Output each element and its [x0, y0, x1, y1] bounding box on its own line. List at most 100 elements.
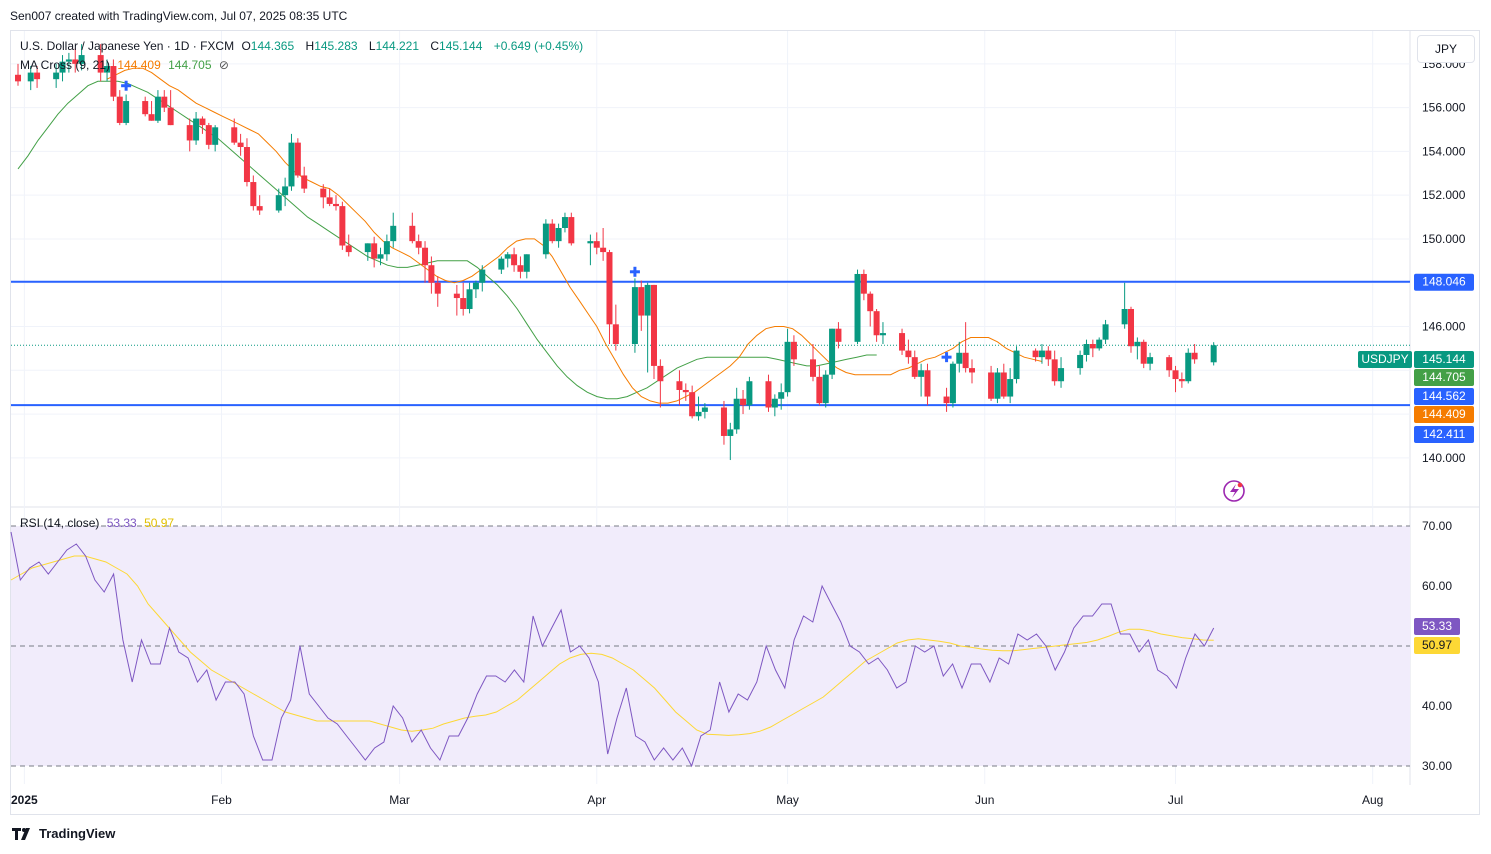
ma-fast-line: [106, 67, 1043, 404]
candle-body: [326, 197, 333, 204]
candle-body: [956, 352, 963, 364]
rsi-legend[interactable]: RSI (14, close) 53.33 50.97: [20, 516, 178, 530]
candle-body: [720, 407, 727, 436]
candle-body: [905, 350, 912, 358]
time-axis: 2025 Feb Mar Apr May Jun Jul Aug: [11, 793, 1383, 807]
candle-body: [97, 55, 104, 73]
symbol-legend[interactable]: U.S. Dollar / Japanese Yen · 1D · FXCM O…: [20, 39, 587, 53]
hide-eye-icon[interactable]: ⊘: [218, 58, 229, 72]
candle: [1210, 342, 1217, 366]
candle: [1172, 365, 1179, 393]
candle: [860, 269, 867, 301]
high-value: 145.283: [314, 39, 358, 53]
alert-dot: [1237, 482, 1243, 488]
chart-caption: Sen007 created with TradingView.com, Jul…: [10, 9, 348, 23]
candle-body: [154, 96, 161, 121]
price-tag-bg: [1414, 406, 1474, 423]
candle: [956, 341, 963, 373]
candle-body: [949, 363, 956, 404]
candle-body: [1089, 344, 1096, 349]
price-tag-bg: [1414, 388, 1474, 405]
candle: [275, 188, 282, 213]
candle-body: [555, 228, 562, 242]
candle-body: [657, 365, 664, 382]
candle-body: [275, 195, 282, 211]
candle-body: [472, 282, 479, 290]
tradingview-logo[interactable]: TradingView: [12, 826, 115, 841]
candle: [720, 400, 727, 445]
currency-button[interactable]: JPY: [1417, 35, 1475, 63]
candle: [1102, 319, 1109, 345]
candle: [1128, 306, 1134, 353]
candle: [237, 133, 244, 156]
candle-body: [1134, 341, 1141, 347]
price-tag: 144.409: [1414, 406, 1474, 423]
candles: [15, 44, 1217, 461]
candle-body: [116, 96, 123, 123]
ma-cross-marker: [941, 352, 952, 363]
price-tag: 144.705: [1414, 369, 1474, 386]
candle: [326, 188, 333, 207]
candle-body: [606, 252, 613, 325]
candle-body: [123, 101, 130, 123]
candle-body: [1096, 339, 1103, 349]
candle-body: [383, 241, 390, 255]
candle-body: [1178, 379, 1185, 382]
candle: [339, 201, 346, 250]
candle-body: [345, 245, 352, 253]
ma-label: MA Cross (9, 21): [20, 58, 111, 72]
candle: [790, 335, 797, 366]
candle-body: [320, 188, 327, 198]
candle-body: [466, 289, 473, 309]
candle: [364, 243, 371, 261]
candle-body: [288, 142, 295, 187]
candle-body: [733, 398, 740, 430]
candle: [1191, 344, 1198, 364]
candle: [422, 241, 429, 283]
price-tick-label: 150.000: [1422, 232, 1466, 246]
close-label: C: [430, 39, 440, 53]
candle-body: [899, 333, 906, 351]
candle: [1013, 346, 1020, 384]
candle: [148, 101, 155, 121]
candle-body: [561, 217, 568, 229]
candle: [549, 219, 556, 244]
candle-body: [765, 381, 772, 408]
candle-body: [1058, 368, 1065, 382]
candle-body: [428, 265, 435, 283]
rsi-value-tag: 50.97: [1414, 637, 1460, 654]
ma-legend[interactable]: MA Cross (9, 21) 144.409 144.705 ⊘: [20, 58, 233, 72]
open-label: O: [241, 39, 251, 53]
candle-body: [631, 287, 638, 345]
candle: [301, 166, 308, 193]
candle-body: [377, 254, 384, 259]
low-value: 144.221: [375, 39, 419, 53]
candle-body: [1083, 344, 1090, 355]
candle-body: [911, 357, 918, 377]
candle: [1077, 350, 1084, 375]
candle-body: [409, 225, 416, 242]
candle-body: [689, 392, 696, 417]
candle: [651, 284, 657, 380]
candle-body: [829, 328, 836, 375]
candle: [523, 254, 530, 279]
candle-body: [199, 118, 206, 126]
candle: [1007, 368, 1014, 404]
chart-frame: [10, 30, 1480, 815]
candle: [333, 195, 339, 211]
close-value: 145.144: [439, 39, 483, 53]
candle-body: [161, 96, 168, 108]
candle: [1134, 337, 1141, 360]
candle: [1096, 337, 1103, 351]
candle: [542, 219, 549, 259]
rsi-tag-value: 53.33: [1422, 619, 1452, 633]
candle-body: [1172, 370, 1179, 380]
candle: [294, 138, 301, 178]
candle-body: [701, 407, 708, 412]
candle: [1178, 372, 1185, 388]
candle-body: [212, 127, 219, 145]
candle-body: [542, 223, 549, 255]
candle-body: [1007, 379, 1014, 397]
price-tick-label: 156.000: [1422, 101, 1466, 115]
